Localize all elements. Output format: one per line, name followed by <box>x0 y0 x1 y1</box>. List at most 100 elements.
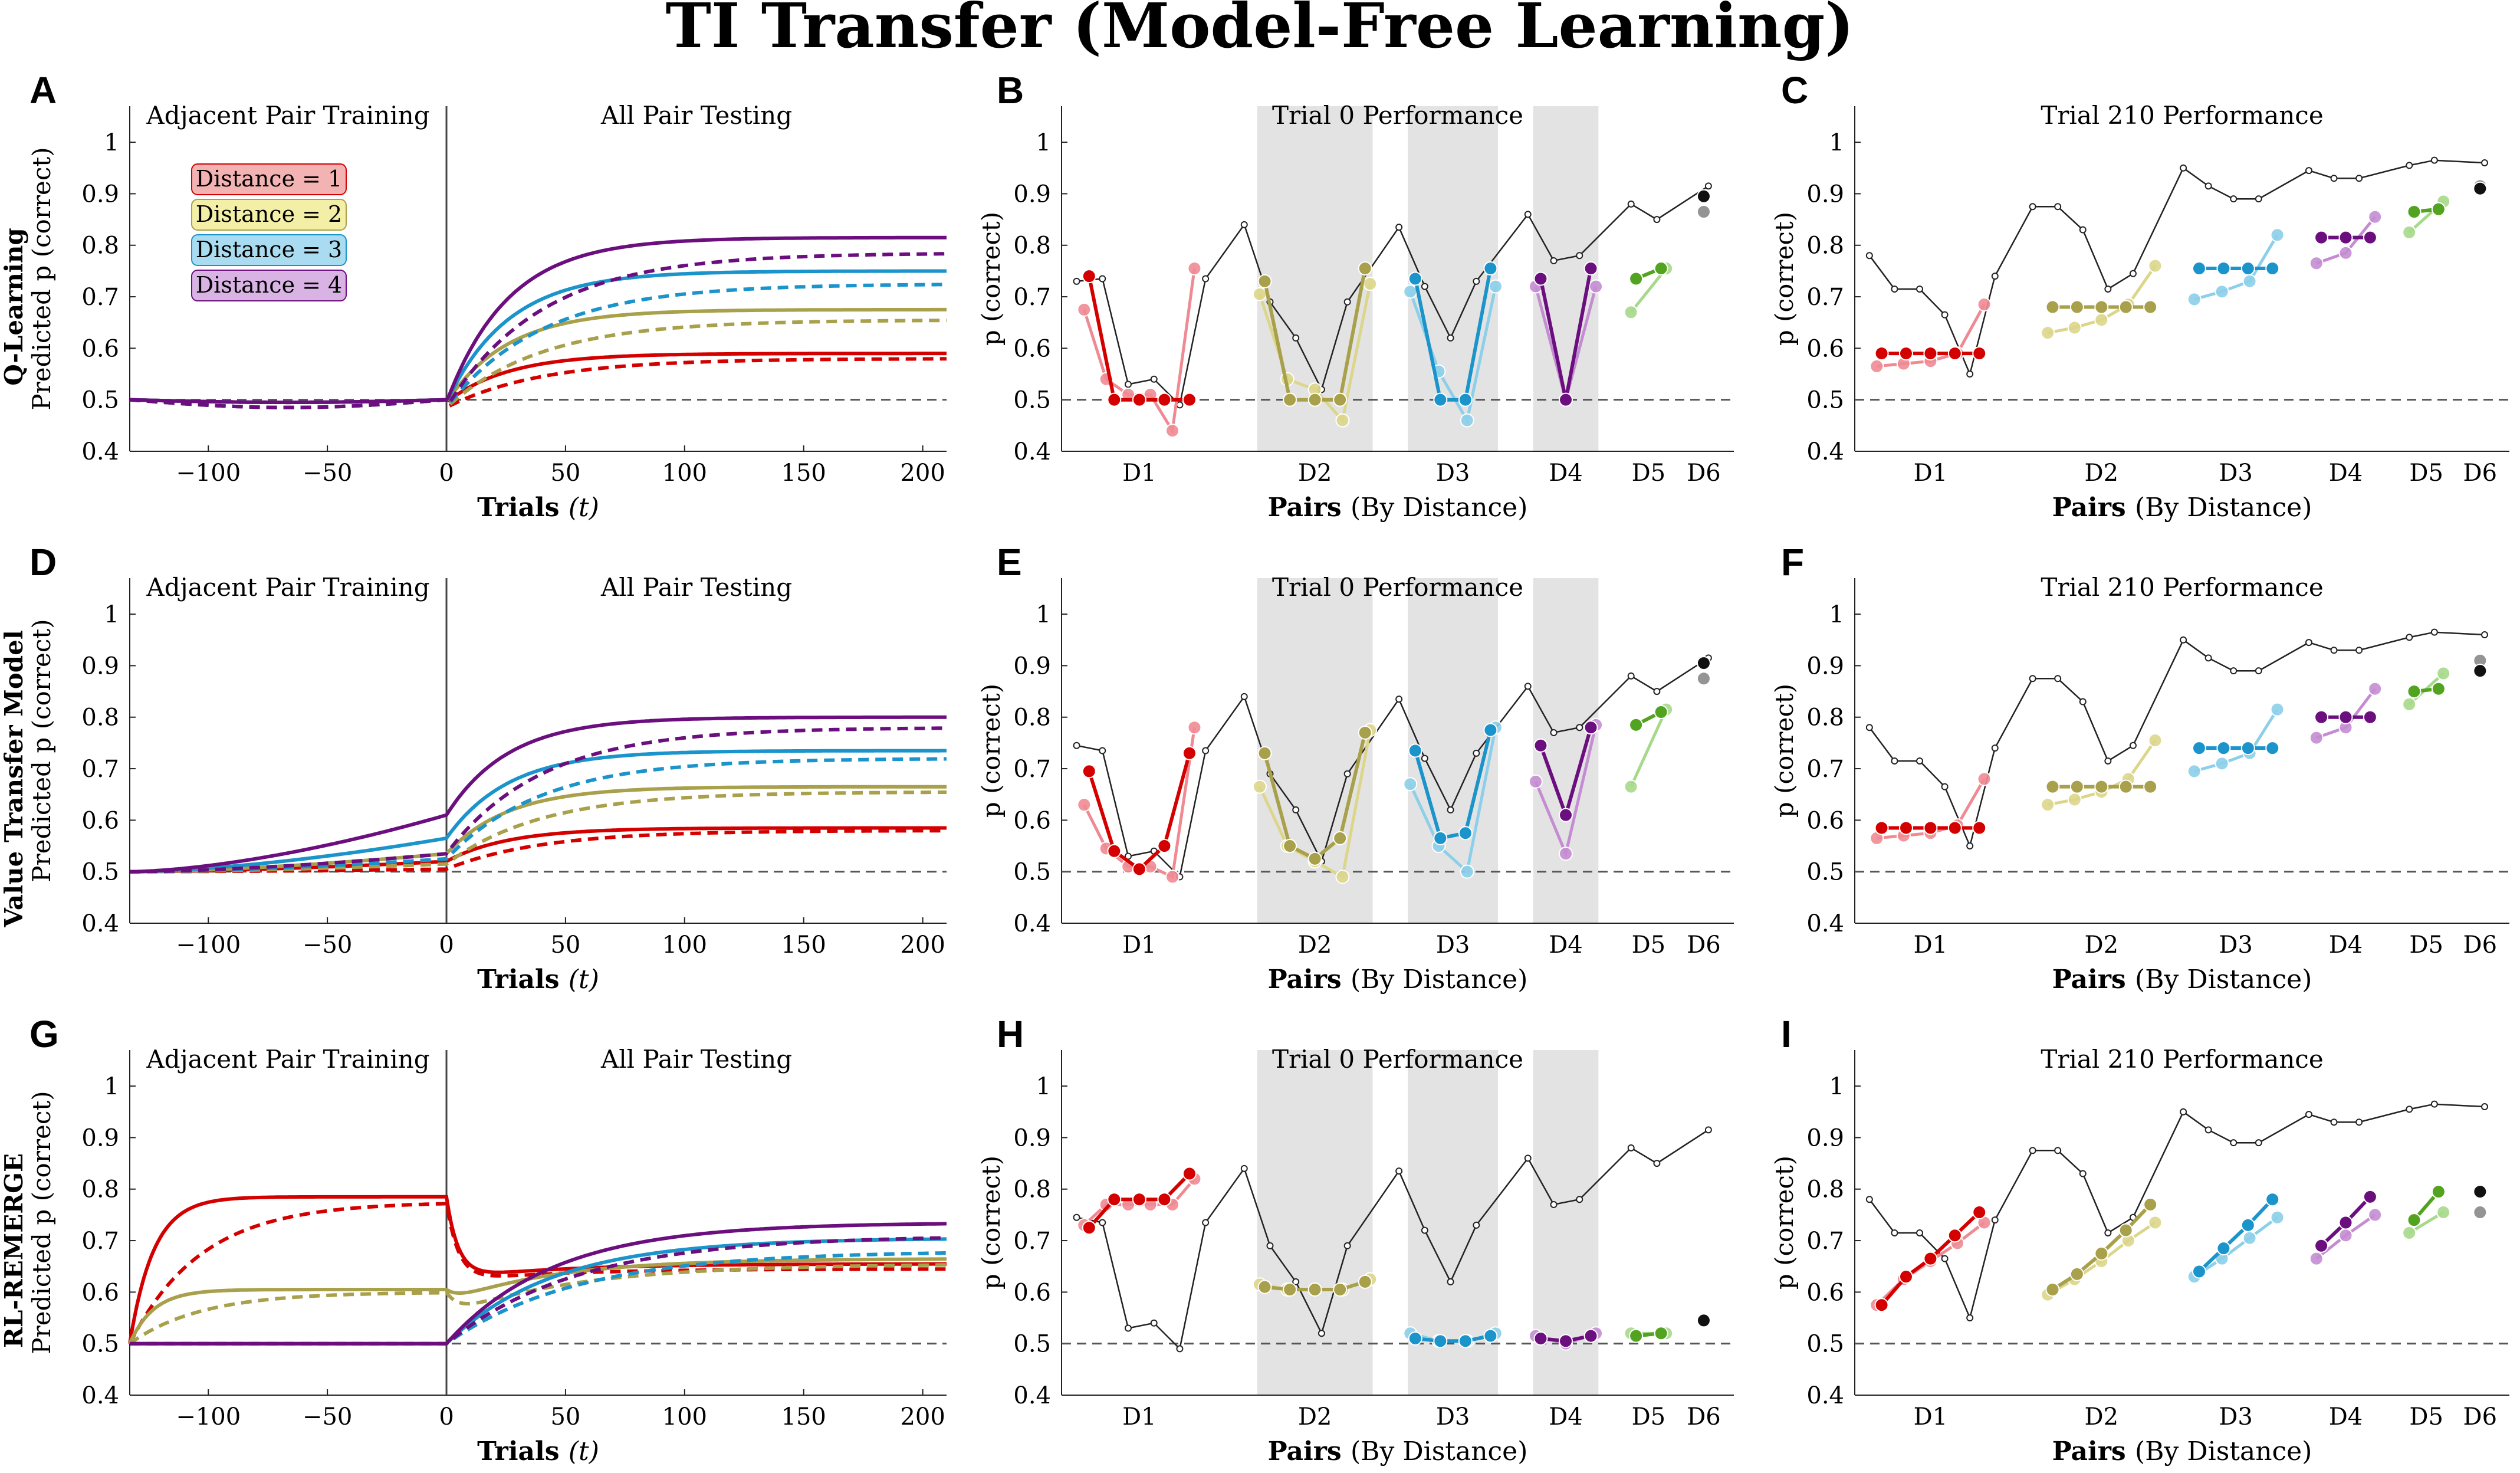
x-tick-label: 200 <box>900 931 945 959</box>
reference-point <box>1524 211 1532 218</box>
light-series-d3 <box>1409 727 1497 875</box>
y-tick-label: 0.8 <box>1013 232 1051 260</box>
reference-point <box>2204 654 2212 662</box>
light-point-d3 <box>1460 864 1474 879</box>
y-tick-label: 0.4 <box>1013 438 1051 465</box>
light-point-d2 <box>1253 779 1267 794</box>
y-tick-label: 0.8 <box>1013 1176 1051 1203</box>
light-point-d4 <box>1559 847 1573 861</box>
reference-point <box>1576 724 1583 731</box>
y-tick-label: 1 <box>1829 601 1844 628</box>
x-tick-label: 50 <box>550 1403 580 1431</box>
dark-point-d3 <box>2216 1241 2231 1256</box>
y-tick-label: 0.9 <box>1806 181 1844 208</box>
dark-point-d2 <box>1358 261 1372 276</box>
dark-point-d5 <box>1629 1328 1644 1343</box>
y-tick-label: 0.6 <box>1806 1279 1844 1306</box>
reference-point <box>2430 1100 2438 1108</box>
reference-point <box>2255 1139 2262 1147</box>
dark-point-d5 <box>2407 204 2422 219</box>
y-tick-label: 0.4 <box>81 1382 119 1409</box>
light-point-d4 <box>2368 1208 2383 1222</box>
light-point-d3 <box>2270 1210 2285 1225</box>
reference-point <box>2054 675 2062 683</box>
light-point-d3 <box>2270 228 2285 242</box>
group-label-d2: D2 <box>1298 460 1332 487</box>
dark-point-d6 <box>2473 664 2488 678</box>
y-tick-label: 0.7 <box>1013 756 1051 783</box>
group-label-d3: D3 <box>2219 1403 2253 1431</box>
dark-point-d6 <box>1696 656 1711 671</box>
dark-point-d5 <box>1654 261 1668 276</box>
group-label-d1: D1 <box>1122 460 1156 487</box>
dark-point-d4 <box>2338 230 2353 245</box>
panel-letter-i: I <box>1781 1013 1792 1055</box>
y-tick-label: 0.5 <box>81 859 119 886</box>
dark-point-d2 <box>2069 1267 2084 1281</box>
dark-point-d1 <box>1923 1251 1938 1266</box>
dark-point-d1 <box>1874 821 1889 835</box>
reference-point <box>1627 200 1635 208</box>
dark-point-d3 <box>1483 1328 1498 1343</box>
x-axis-label: Pairs (By Distance) <box>1268 493 1528 523</box>
dark-point-d1 <box>1182 392 1197 407</box>
dark-point-d2 <box>2118 1223 2133 1238</box>
dark-point-d2 <box>2094 1246 2109 1261</box>
reference-point <box>2180 1108 2187 1116</box>
dark-point-d6 <box>1696 1313 1711 1328</box>
light-point-d1 <box>1077 798 1092 812</box>
reference-point <box>1550 257 1558 264</box>
reference-point <box>1991 744 1999 752</box>
reference-point <box>1343 1242 1351 1249</box>
light-point-d3 <box>1488 279 1503 294</box>
dark-point-d3 <box>2240 741 2255 756</box>
panel-letter-f: F <box>1781 541 1804 583</box>
reference-point <box>2054 1147 2062 1154</box>
dark-point-d3 <box>1408 1331 1422 1346</box>
shade-band-d2 <box>1257 1050 1373 1395</box>
x-tick-label: 200 <box>900 460 945 487</box>
light-series-d3 <box>2193 1216 2278 1278</box>
dark-point-d1 <box>1182 746 1197 760</box>
dark-point-d1 <box>1107 844 1122 858</box>
y-tick-label: 0.8 <box>1013 704 1051 731</box>
dark-point-d3 <box>1433 831 1448 845</box>
dark-point-d2 <box>2045 1282 2060 1297</box>
row-model-label-1: Q-Learning <box>0 228 28 386</box>
light-point-d3 <box>2187 764 2202 779</box>
y-tick-label: 0.8 <box>81 232 119 260</box>
reference-point <box>1240 1164 1248 1172</box>
dark-point-d1 <box>1157 1192 1172 1207</box>
reference-point <box>1073 742 1080 749</box>
dark-point-d4 <box>1533 738 1548 753</box>
light-point-d5 <box>2402 225 2417 240</box>
series-line-d1-dashed <box>129 357 947 409</box>
y-tick-label: 0.4 <box>81 438 119 465</box>
group-label-d6: D6 <box>1687 460 1721 487</box>
panel-title: Trial 0 Performance <box>1272 573 1523 602</box>
shade-band-d3 <box>1408 578 1499 923</box>
dark-point-d4 <box>1533 1331 1548 1346</box>
y-tick-label: 0.6 <box>1013 1279 1051 1306</box>
dark-point-d5 <box>2431 202 2446 216</box>
light-point-d4 <box>1528 774 1543 789</box>
reference-point <box>1524 1154 1532 1162</box>
reference-point <box>1550 1200 1558 1208</box>
y-tick-label: 1 <box>104 601 119 628</box>
dark-point-d1 <box>1082 269 1096 284</box>
series-line-d3-dashed <box>130 1251 947 1346</box>
y-axis-label: p (correct) <box>1770 1156 1799 1290</box>
y-axis-label: Predicted p (correct) <box>27 147 56 410</box>
dark-point-d1 <box>1874 346 1889 361</box>
y-tick-label: 0.4 <box>1013 1382 1051 1409</box>
reference-point <box>1421 283 1428 290</box>
y-tick-label: 0.4 <box>1013 910 1051 937</box>
dark-point-d2 <box>1283 392 1297 407</box>
legend-item-box <box>191 234 347 266</box>
y-tick-label: 0.6 <box>81 807 119 834</box>
y-tick-label: 0.4 <box>1806 910 1844 937</box>
reference-point <box>2305 167 2312 175</box>
series-line-d1-dashed <box>130 829 947 874</box>
reference-point <box>1991 1216 1999 1224</box>
reference-point <box>1941 1255 1949 1262</box>
